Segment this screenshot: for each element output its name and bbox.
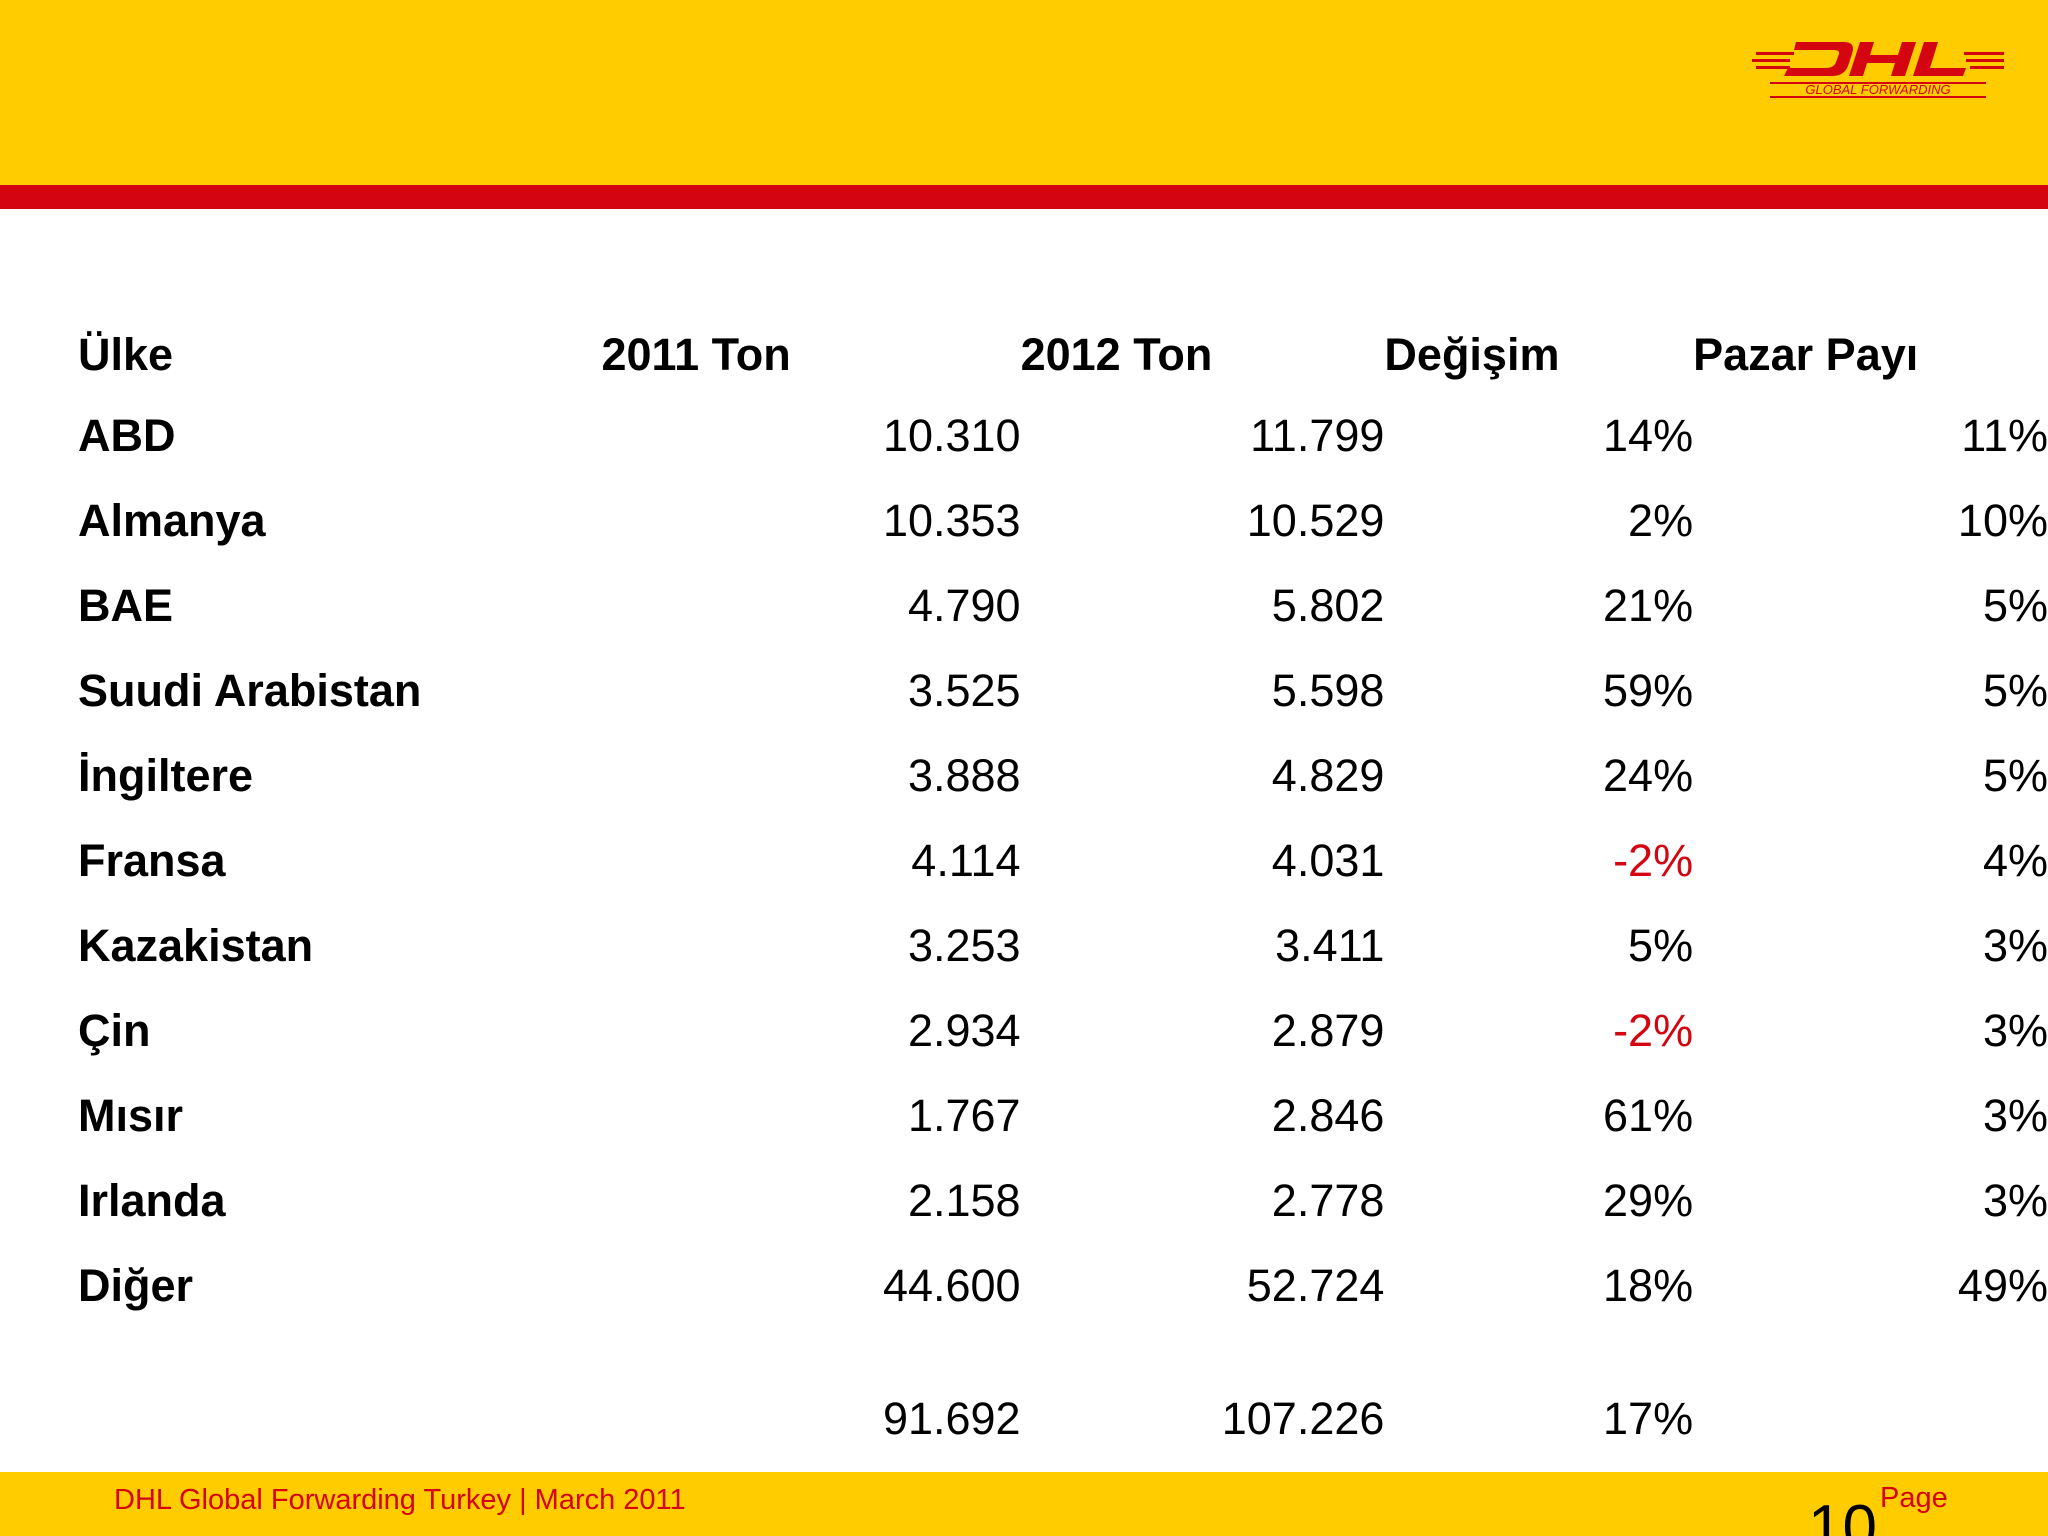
total-2012-cell: 107.226 — [1221, 1392, 1385, 1444]
country-cell: İngiltere — [78, 749, 254, 801]
ton-2012-cell: 5.802 — [1271, 579, 1385, 631]
country-cell: Mısır — [78, 1089, 184, 1141]
ton-2011-cell: 2.158 — [907, 1174, 1021, 1226]
country-cell: Almanya — [78, 494, 266, 546]
table-row: BAE 4.790 5.802 21% 5% — [58, 563, 2048, 648]
table-header-row: Ülke 2011 Ton 2012 Ton Değişim Pazar Pay… — [58, 296, 2048, 393]
market-share-cell: 3% — [1982, 919, 2048, 971]
ton-2012-cell: 3.411 — [1275, 919, 1385, 971]
spacer-cell — [1384, 1328, 1693, 1376]
country-cell: Irlanda — [78, 1174, 226, 1226]
market-share-cell: 3% — [1982, 1174, 2048, 1226]
header-2012-ton: 2012 Ton — [1020, 329, 1213, 380]
table-row: Irlanda 2.158 2.778 29% 3% — [58, 1158, 2048, 1243]
dhl-logo-graphic: GLOBAL FORWARDING — [1752, 42, 2004, 98]
ton-2012-cell: 4.829 — [1271, 749, 1385, 801]
table-row: İngiltere 3.888 4.829 24% 5% — [58, 733, 2048, 818]
ton-2011-cell: 4.790 — [907, 579, 1021, 631]
country-cell: ABD — [78, 409, 176, 461]
table-spacer-row — [58, 1328, 2048, 1376]
ton-2011-cell: 10.353 — [882, 494, 1021, 546]
footer-text: DHL Global Forwarding Turkey | March 201… — [114, 1484, 686, 1516]
spacer-cell — [1693, 1328, 2048, 1376]
footer-bar: DHL Global Forwarding Turkey | March 201… — [0, 1472, 2048, 1536]
market-share-cell: 3% — [1982, 1004, 2048, 1056]
change-cell: 21% — [1603, 579, 1694, 631]
ton-2011-cell: 4.114 — [911, 834, 1021, 886]
country-cell: Kazakistan — [78, 919, 314, 971]
country-tonnage-table: Ülke 2011 Ton 2012 Ton Değişim Pazar Pay… — [58, 296, 2048, 1461]
country-cell: Diğer — [78, 1259, 194, 1311]
dhl-logo: GLOBAL FORWARDING — [1752, 30, 2004, 100]
ton-2012-cell: 52.724 — [1246, 1259, 1385, 1311]
ton-2012-cell: 4.031 — [1271, 834, 1385, 886]
total-share-cell — [1693, 1376, 2048, 1461]
change-cell: 14% — [1603, 409, 1694, 461]
market-share-cell: 5% — [1982, 579, 2048, 631]
change-cell: 18% — [1603, 1259, 1694, 1311]
market-share-cell: 5% — [1982, 664, 2048, 716]
header-market-share: Pazar Payı — [1693, 329, 1919, 380]
ton-2011-cell: 3.253 — [907, 919, 1021, 971]
header-change: Değişim — [1384, 329, 1560, 380]
table-row: Kazakistan 3.253 3.411 5% 3% — [58, 903, 2048, 988]
market-share-cell: 5% — [1982, 749, 2048, 801]
change-cell: 5% — [1628, 919, 1694, 971]
logo-tagline: GLOBAL FORWARDING — [1805, 82, 1950, 97]
table-row: Diğer 44.600 52.724 18% 49% — [58, 1243, 2048, 1328]
spacer-cell — [601, 1328, 1020, 1376]
ton-2011-cell: 3.888 — [907, 749, 1021, 801]
change-cell: 59% — [1603, 664, 1694, 716]
change-cell: 29% — [1603, 1174, 1694, 1226]
table-row: Mısır 1.767 2.846 61% 3% — [58, 1073, 2048, 1158]
ton-2011-cell: 1.767 — [907, 1089, 1021, 1141]
change-cell: -2% — [1613, 834, 1694, 886]
page-label: Page — [1880, 1482, 1948, 1514]
market-share-cell: 49% — [1957, 1259, 2048, 1311]
change-cell: 61% — [1603, 1089, 1694, 1141]
total-change-cell: 17% — [1603, 1392, 1694, 1444]
page-number: 10 — [1808, 1493, 1877, 1536]
country-cell: Fransa — [78, 834, 226, 886]
change-cell: -2% — [1613, 1004, 1694, 1056]
ton-2012-cell: 2.846 — [1271, 1089, 1385, 1141]
total-label-cell — [58, 1376, 601, 1461]
ton-2012-cell: 2.778 — [1271, 1174, 1385, 1226]
header-bar — [0, 0, 2048, 185]
table-row: ABD 10.310 11.799 14% 11% — [58, 393, 2048, 478]
table-row: Suudi Arabistan 3.525 5.598 59% 5% — [58, 648, 2048, 733]
country-cell: BAE — [78, 579, 174, 631]
table-row: Fransa 4.114 4.031 -2% 4% — [58, 818, 2048, 903]
table-row: Çin 2.934 2.879 -2% 3% — [58, 988, 2048, 1073]
ton-2011-cell: 2.934 — [907, 1004, 1021, 1056]
table-row: Almanya 10.353 10.529 2% 10% — [58, 478, 2048, 563]
header-2011-ton: 2011 Ton — [601, 329, 791, 380]
ton-2012-cell: 2.879 — [1271, 1004, 1385, 1056]
market-share-cell: 4% — [1982, 834, 2048, 886]
country-cell: Suudi Arabistan — [78, 664, 422, 716]
spacer-cell — [1021, 1328, 1385, 1376]
spacer-cell — [58, 1328, 601, 1376]
ton-2012-cell: 10.529 — [1246, 494, 1385, 546]
header-red-stripe — [0, 185, 2048, 209]
header-country: Ülke — [78, 329, 174, 380]
ton-2012-cell: 11.799 — [1250, 409, 1385, 461]
change-cell: 24% — [1603, 749, 1694, 801]
ton-2011-cell: 44.600 — [882, 1259, 1021, 1311]
total-row: 91.692 107.226 17% — [58, 1376, 2048, 1461]
market-share-cell: 3% — [1982, 1089, 2048, 1141]
market-share-cell: 10% — [1957, 494, 2048, 546]
total-2011-cell: 91.692 — [882, 1392, 1021, 1444]
ton-2011-cell: 10.310 — [882, 409, 1021, 461]
ton-2012-cell: 5.598 — [1271, 664, 1385, 716]
change-cell: 2% — [1628, 494, 1694, 546]
ton-2011-cell: 3.525 — [907, 664, 1021, 716]
country-cell: Çin — [78, 1004, 151, 1056]
market-share-cell: 11% — [1961, 409, 2048, 461]
